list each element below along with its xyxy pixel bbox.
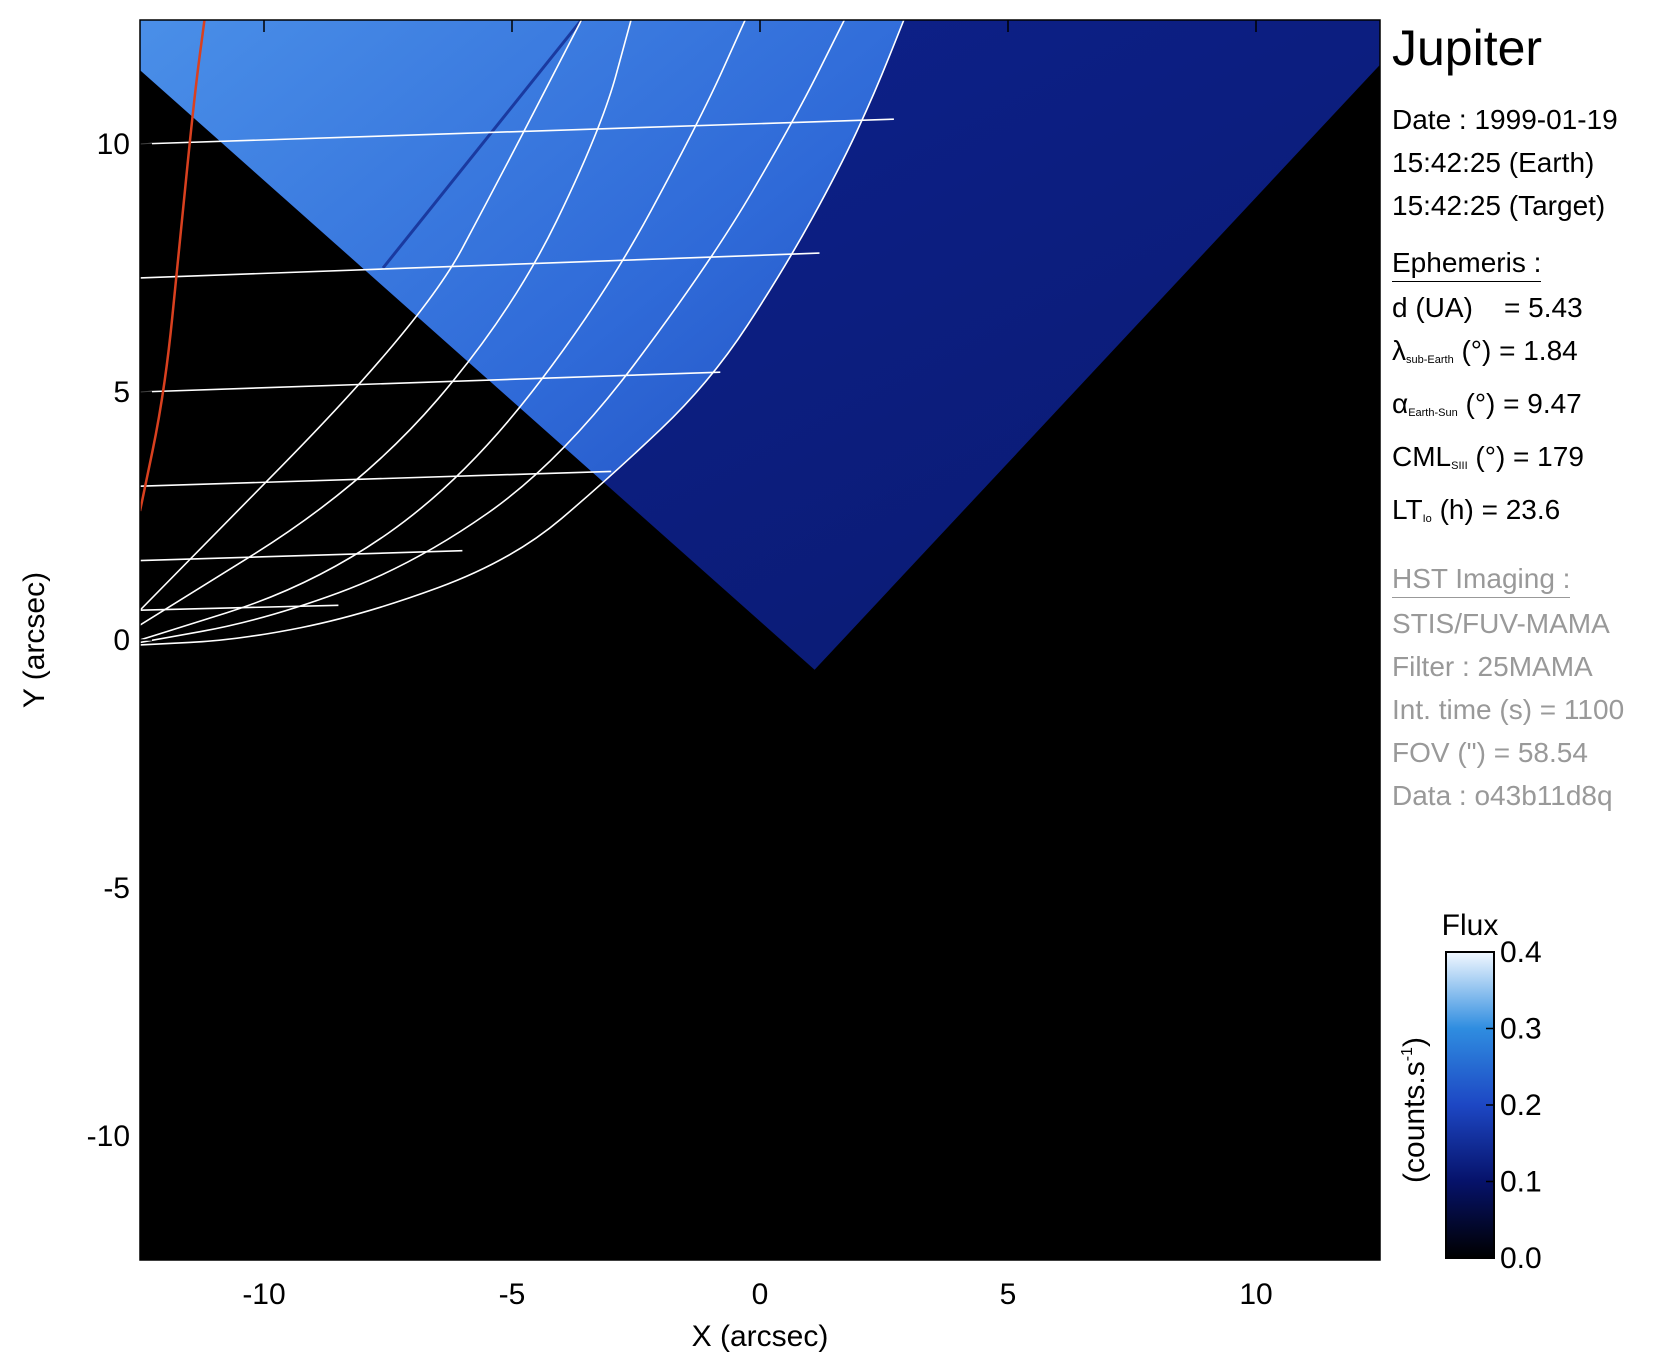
y-tick-label: -5 [103,872,130,905]
latitude-line [140,371,721,393]
x-axis-label: X (arcsec) [692,1320,829,1353]
ephemeris-header: Ephemeris : [1392,245,1542,282]
x-tick-label: 10 [1239,1278,1272,1311]
y-tick-label: 10 [97,128,130,161]
ephemeris-row: CMLSIII (°) = 179 [1392,441,1584,472]
x-tick-label: 5 [1000,1278,1017,1311]
y-axis: -10 -5 0 5 10 [87,128,1380,1153]
longitude-line [140,20,846,644]
latitude-line [140,252,820,279]
hst-section: HST Imaging : STIS/FUV-MAMA Filter : 25MA… [1392,553,1672,817]
ephemeris-list: d (UA) = 5.43 λsub-Earth (°) = 1.84 αEarth… [1392,286,1672,541]
reference-curve [140,20,206,512]
x-axis: -10 -5 0 5 10 [242,20,1273,1311]
target-name: Jupiter [1392,20,1543,76]
ephemeris-row: d (UA) = 5.43 [1392,292,1583,323]
hst-list: STIS/FUV-MAMA Filter : 25MAMA Int. time (s… [1392,602,1672,817]
colorbar: Flux 0.0 0.1 0.2 0.3 0.4 (counts.s-1) [1398,909,1542,1275]
planetographic-grid [140,20,905,646]
y-axis-label: Y (arcsec) [18,572,51,708]
ephemeris-row: λsub-Earth (°) = 1.84 [1392,335,1578,366]
colorbar-unit-label: (counts.s-1) [1398,1037,1431,1183]
x-tick-label: -10 [242,1278,285,1311]
colorbar-title: Flux [1442,909,1499,942]
time-target: 15:42:25 (Target) [1392,190,1606,221]
colorbar-tick-label: 0.2 [1500,1089,1542,1122]
hst-row: Filter : 25MAMA [1392,651,1593,682]
dark-streak [381,20,583,269]
date-line: Date : 1999-01-19 [1392,104,1618,135]
limb-line [140,20,905,646]
time-earth: 15:42:25 (Earth) [1392,147,1595,178]
y-tick-label: 5 [113,376,130,409]
latitude-line [140,118,894,145]
latitude-line [140,470,612,487]
longitude-line [140,20,746,641]
latitude-line [140,604,339,611]
hst-header: HST Imaging : [1392,561,1571,598]
longitude-line [140,20,632,626]
info-panel: Jupiter Date : 1999-01-19 15:42:25 (Eart… [1392,18,1672,817]
y-tick-label: -10 [87,1120,130,1153]
colorbar-tick-label: 0.3 [1500,1013,1542,1046]
y-tick-label: 0 [113,624,130,657]
latitude-line [140,549,463,562]
x-tick-label: -5 [499,1278,526,1311]
hst-row: FOV (") = 58.54 [1392,737,1588,768]
hst-row: STIS/FUV-MAMA [1392,608,1610,639]
ephemeris-row: αEarth-Sun (°) = 9.47 [1392,388,1582,419]
hst-row: Data : o43b11d8q [1392,780,1613,811]
x-tick-label: 0 [752,1278,769,1311]
ephemeris-row: LTIo (h) = 23.6 [1392,494,1561,525]
colorbar-tick-label: 0.4 [1500,936,1542,969]
longitude-line [140,20,583,611]
colorbar-tick-label: 0.1 [1500,1166,1542,1199]
hst-row: Int. time (s) = 1100 [1392,694,1625,725]
colorbar-tick-label: 0.0 [1500,1242,1542,1275]
